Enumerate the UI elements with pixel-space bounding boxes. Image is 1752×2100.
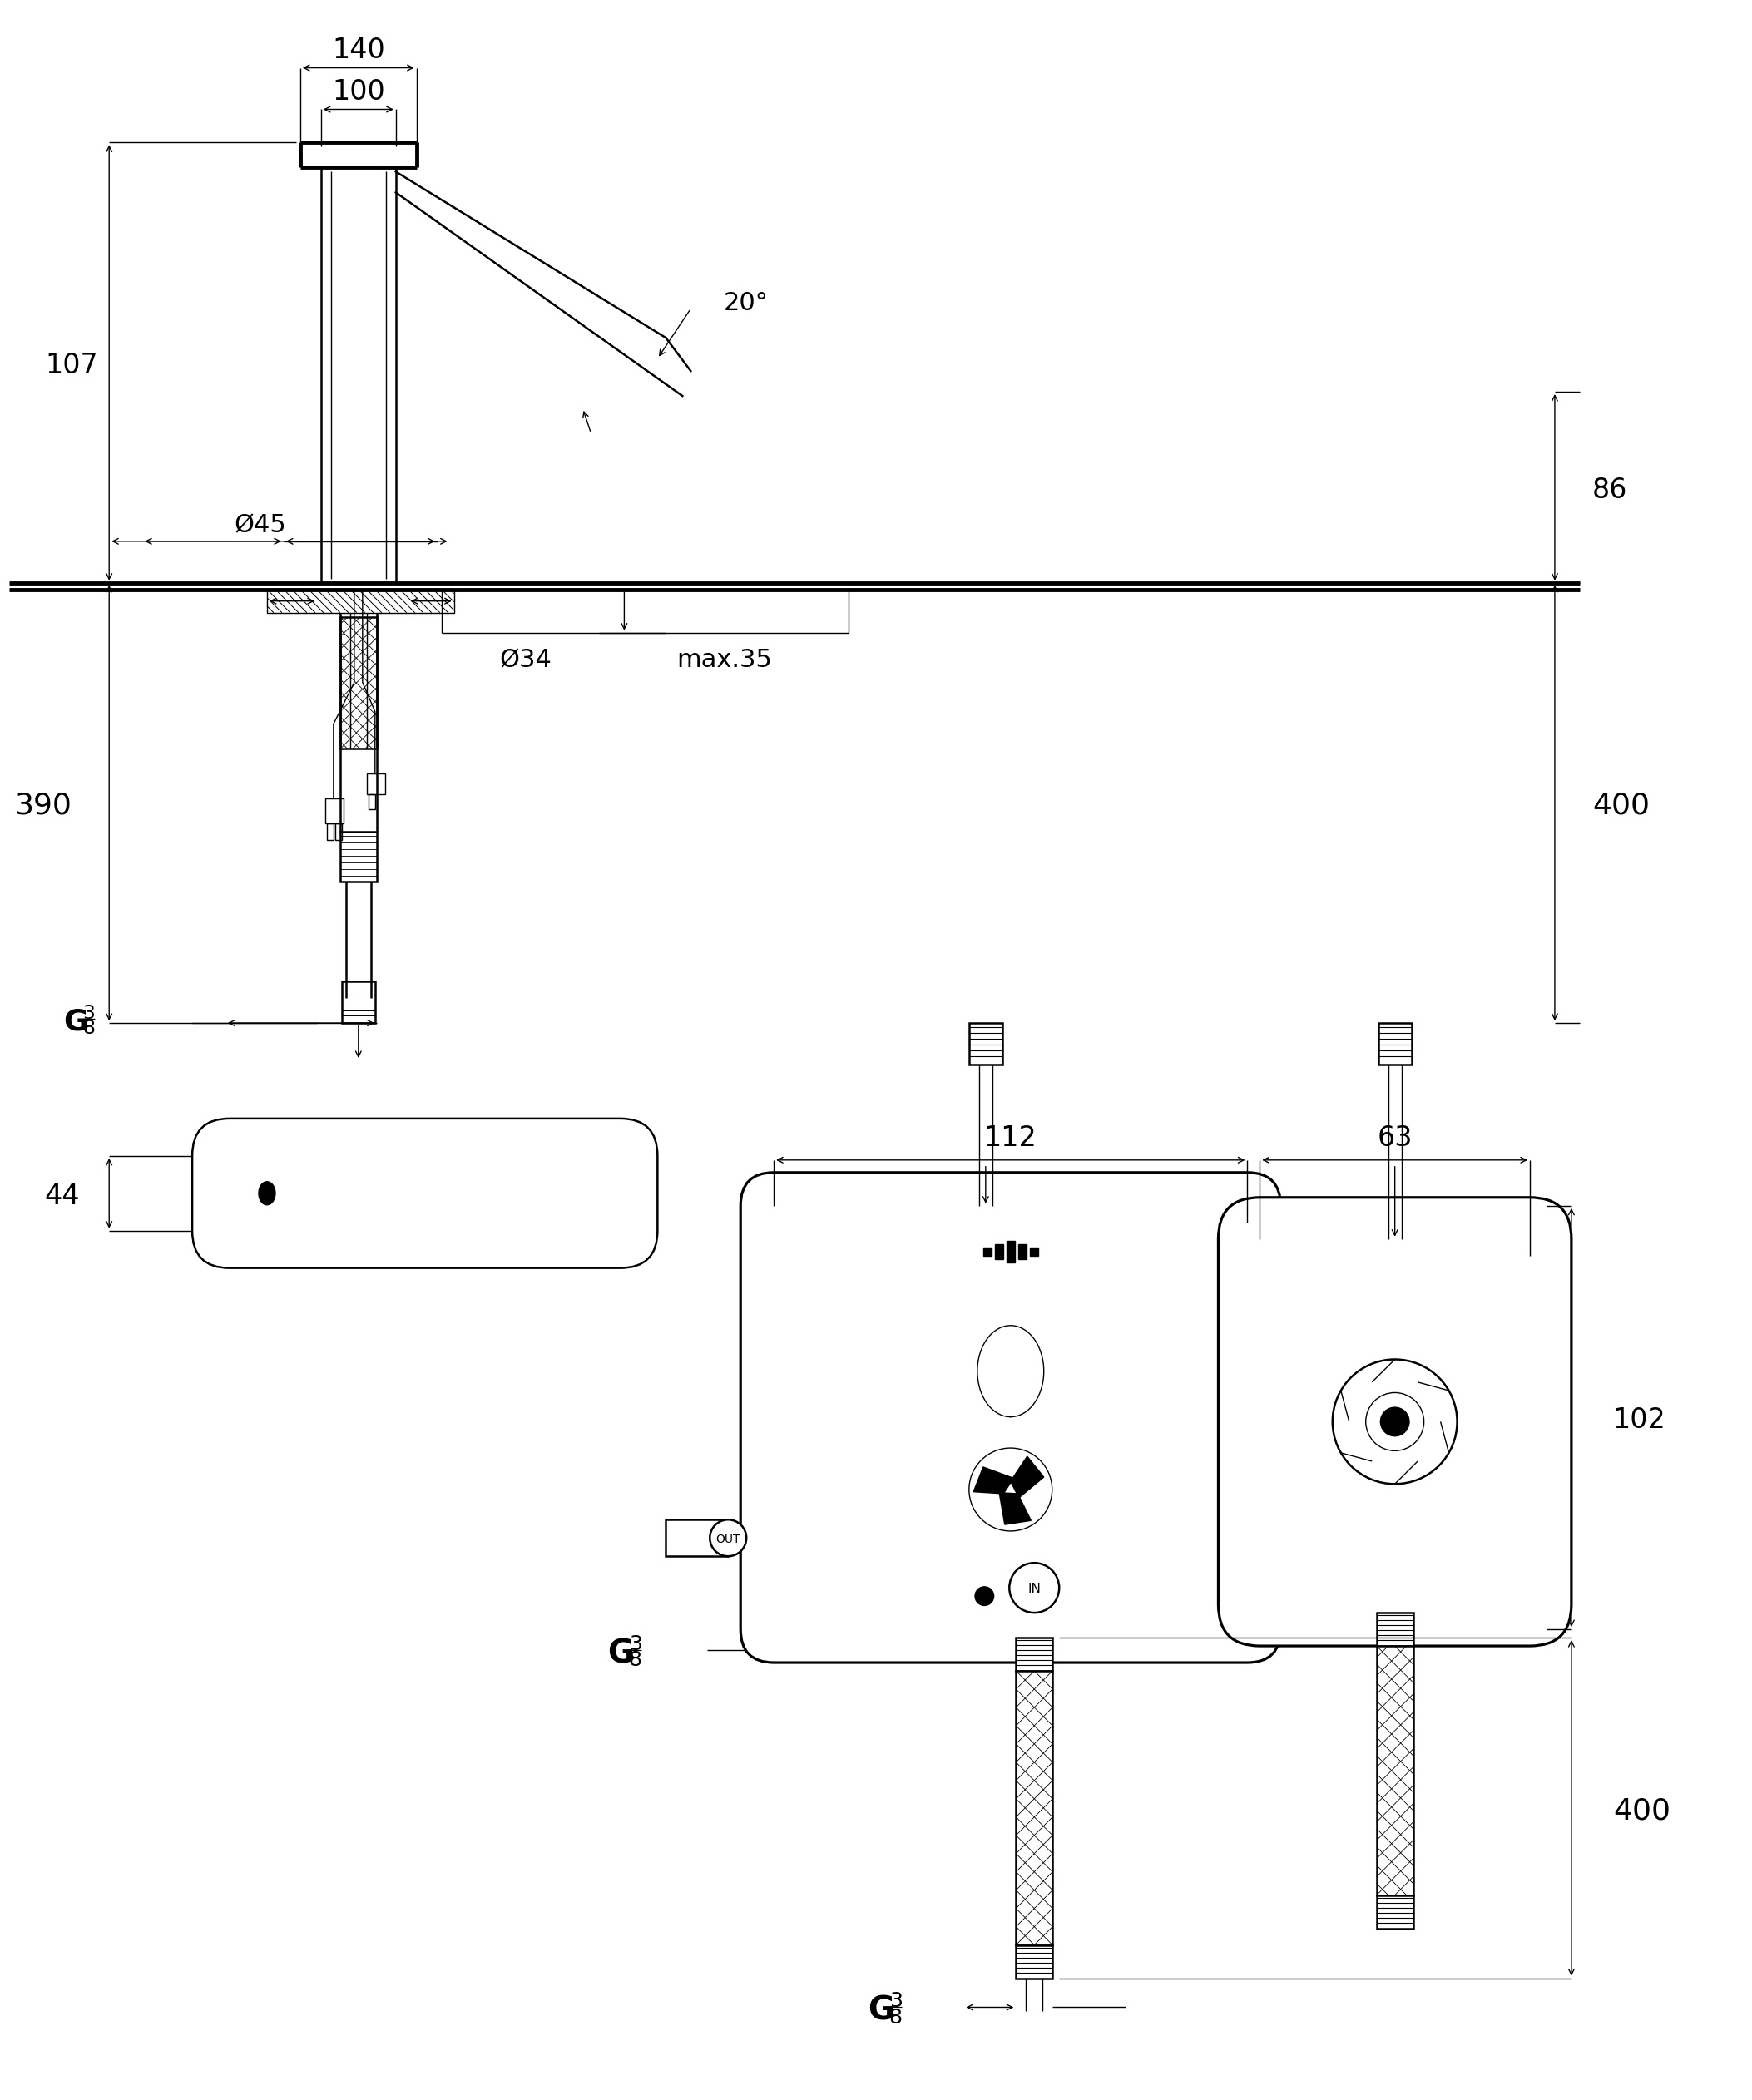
Bar: [1016, 1672, 1053, 1945]
Polygon shape: [974, 1468, 1014, 1493]
Text: 3: 3: [629, 1634, 641, 1655]
Bar: [368, 794, 375, 809]
Bar: [266, 590, 454, 613]
Bar: [1377, 1646, 1414, 1894]
Bar: [366, 773, 385, 794]
Text: 102: 102: [1614, 1407, 1666, 1434]
Text: 63: 63: [1377, 1124, 1412, 1151]
Circle shape: [1009, 1562, 1060, 1613]
Text: Ø45: Ø45: [233, 512, 286, 538]
Bar: [1018, 1243, 1027, 1258]
Text: G: G: [608, 1638, 634, 1670]
Bar: [1379, 1023, 1412, 1065]
Bar: [1377, 1613, 1414, 1646]
Text: max.35: max.35: [676, 649, 771, 672]
Bar: [995, 1243, 1004, 1258]
Bar: [340, 832, 377, 882]
Text: 3: 3: [82, 1004, 95, 1023]
Bar: [1016, 1945, 1053, 1978]
Polygon shape: [999, 1493, 1032, 1525]
Text: G: G: [867, 1995, 895, 2026]
Bar: [1016, 1638, 1053, 1672]
Bar: [1377, 1894, 1414, 1928]
Circle shape: [974, 1586, 995, 1606]
Bar: [328, 823, 333, 840]
Text: IN: IN: [1028, 1583, 1041, 1596]
Polygon shape: [1011, 1455, 1044, 1497]
Text: 44: 44: [46, 1182, 81, 1210]
Text: G: G: [63, 1008, 88, 1035]
Text: Ø34: Ø34: [499, 649, 552, 672]
Text: 400: 400: [1593, 792, 1650, 819]
Text: 8: 8: [82, 1018, 95, 1037]
Bar: [1006, 1241, 1014, 1262]
Bar: [342, 981, 375, 1023]
Text: 20°: 20°: [724, 290, 769, 315]
FancyBboxPatch shape: [741, 1172, 1281, 1663]
Text: 8: 8: [629, 1651, 641, 1670]
Text: 100: 100: [331, 78, 385, 105]
Text: 140: 140: [331, 36, 385, 63]
Bar: [983, 1247, 992, 1256]
Text: 112: 112: [985, 1124, 1037, 1151]
Circle shape: [1381, 1407, 1410, 1436]
Bar: [969, 1023, 1002, 1065]
Bar: [666, 1520, 729, 1556]
FancyBboxPatch shape: [1218, 1197, 1572, 1646]
Bar: [1030, 1247, 1037, 1256]
Text: 400: 400: [1614, 1798, 1670, 1825]
Text: 107: 107: [46, 353, 98, 380]
Text: OUT: OUT: [717, 1533, 741, 1546]
Ellipse shape: [259, 1182, 275, 1205]
Text: 3: 3: [888, 1991, 902, 2012]
Text: 8: 8: [888, 2008, 902, 2026]
Text: 390: 390: [14, 792, 72, 819]
Circle shape: [710, 1520, 746, 1556]
FancyBboxPatch shape: [193, 1119, 657, 1268]
Circle shape: [1333, 1359, 1458, 1485]
Bar: [335, 823, 342, 840]
Text: 86: 86: [1593, 477, 1628, 504]
Bar: [340, 617, 377, 750]
Bar: [326, 798, 343, 823]
